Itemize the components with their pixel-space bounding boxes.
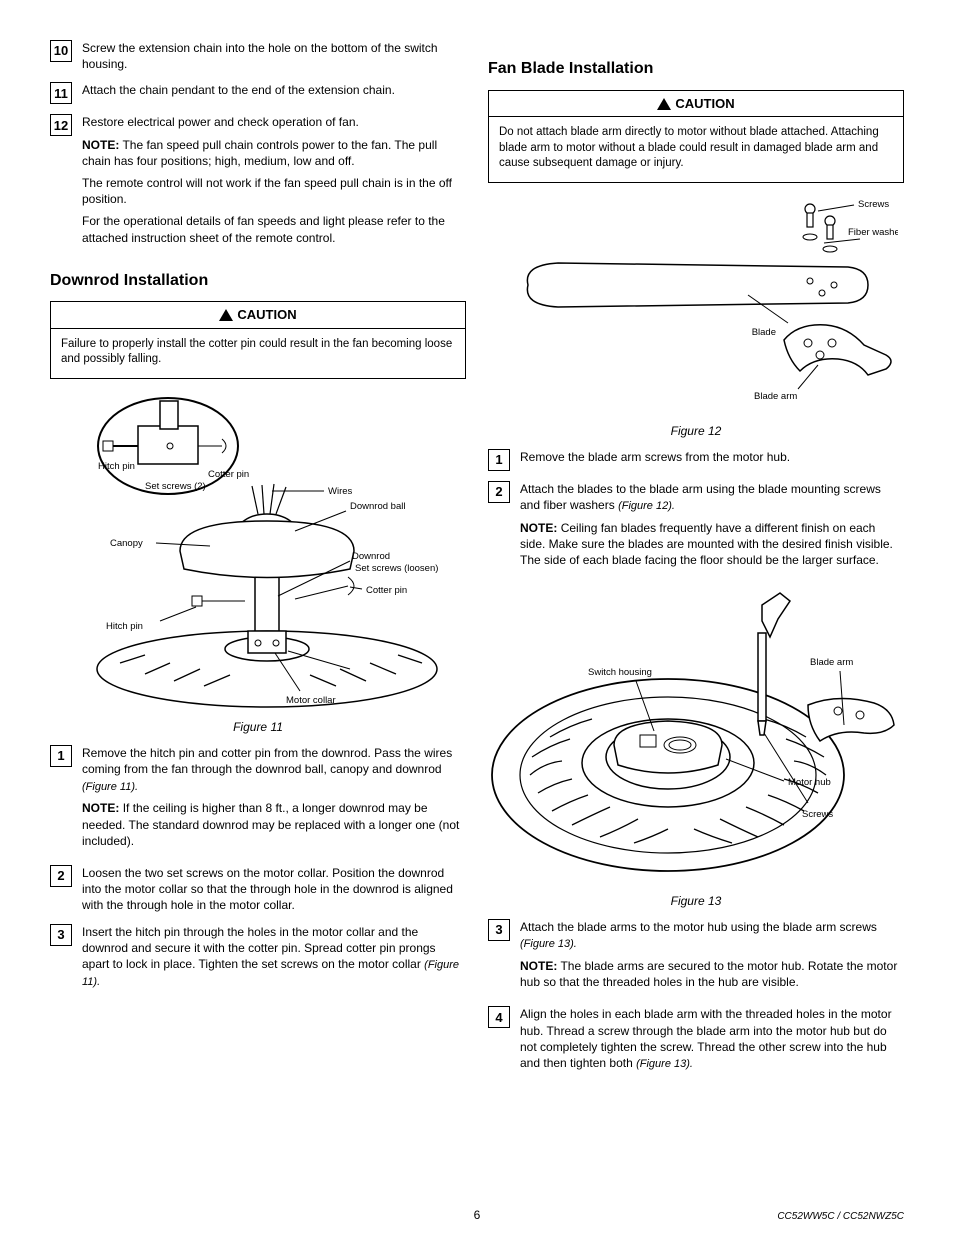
- caution-1-header: CAUTION: [51, 302, 465, 329]
- label-set-screws-loosen: Set screws (loosen): [355, 563, 438, 574]
- step-b3-body: Attach the blade arms to the motor hub u…: [520, 919, 904, 996]
- label-downrod-ball: Downrod ball: [350, 501, 405, 512]
- step-d1-figref: (Figure 11).: [82, 781, 138, 793]
- step-b3-figref: (Figure 13).: [520, 938, 577, 950]
- label-canopy: Canopy: [110, 538, 143, 549]
- label-cotter-pin-2: Cotter pin: [366, 585, 407, 596]
- step-b1-num: 1: [488, 449, 510, 471]
- caution-box-2: CAUTION Do not attach blade arm directly…: [488, 90, 904, 183]
- step-12: 12 Restore electrical power and check op…: [50, 114, 466, 251]
- step-number-11: 11: [50, 82, 72, 104]
- heading-blades: Fan Blade Installation: [488, 58, 904, 80]
- step-d1-num: 1: [50, 745, 72, 767]
- step-11: 11 Attach the chain pendant to the end o…: [50, 82, 466, 104]
- label-blade-arm: Blade arm: [754, 391, 797, 402]
- step-b2: 2 Attach the blades to the blade arm usi…: [488, 481, 904, 575]
- step-12-para3: For the operational details of fan speed…: [82, 213, 466, 245]
- figure-11: Hitch pin Set screws (2) Cotter pin: [50, 391, 466, 735]
- note-label: NOTE:: [82, 801, 119, 815]
- step-b4-text: Align the holes in each blade arm with t…: [520, 1007, 892, 1070]
- step-b2-text: Attach the blades to the blade arm using…: [520, 482, 881, 512]
- label-set-screws-2: Set screws (2): [145, 481, 206, 492]
- step-b3-text: Attach the blade arms to the motor hub u…: [520, 920, 877, 934]
- step-b3-note: The blade arms are secured to the motor …: [520, 959, 897, 989]
- step-number-12: 12: [50, 114, 72, 136]
- heading-downrod: Downrod Installation: [50, 270, 466, 292]
- model-number: CC52WW5C / CC52NWZ5C: [777, 1210, 904, 1224]
- step-b2-body: Attach the blades to the blade arm using…: [520, 481, 904, 575]
- note-label: NOTE:: [82, 138, 119, 152]
- step-d3-num: 3: [50, 924, 72, 946]
- label-blade: Blade: [752, 327, 776, 338]
- label-downrod: Downrod: [352, 551, 390, 562]
- note-label: NOTE:: [520, 521, 557, 535]
- label-switch-housing: Switch housing: [588, 667, 652, 678]
- label-screws-top: Screws: [858, 199, 889, 210]
- step-d3-text: Insert the hitch pin through the holes i…: [82, 925, 436, 971]
- caution-2-body: Do not attach blade arm directly to moto…: [489, 117, 903, 182]
- step-b4-body: Align the holes in each blade arm with t…: [520, 1006, 904, 1071]
- label-screws: Screws: [802, 809, 833, 820]
- figure-12: Screws Fiber washers Blade Blade arm Fig…: [488, 195, 904, 439]
- step-number-10: 10: [50, 40, 72, 62]
- step-b1: 1 Remove the blade arm screws from the m…: [488, 449, 904, 471]
- label-motor-hub: Motor hub: [788, 777, 831, 788]
- step-b2-figref: (Figure 12).: [618, 500, 675, 512]
- caution-2-title: CAUTION: [675, 96, 734, 111]
- step-b3: 3 Attach the blade arms to the motor hub…: [488, 919, 904, 996]
- step-d2-num: 2: [50, 865, 72, 887]
- step-d1-text: Remove the hitch pin and cotter pin from…: [82, 746, 452, 776]
- label-wires: Wires: [328, 486, 353, 497]
- step-10: 10 Screw the extension chain into the ho…: [50, 40, 466, 72]
- step-12-text: Restore electrical power and check opera…: [82, 114, 466, 130]
- note-label: NOTE:: [520, 959, 557, 973]
- label-washers: Fiber washers: [848, 227, 898, 238]
- step-12-body: Restore electrical power and check opera…: [82, 114, 466, 251]
- figure-11-svg: Hitch pin Set screws (2) Cotter pin: [50, 391, 460, 711]
- warning-triangle-icon: [657, 98, 671, 110]
- step-b4-figref: (Figure 13).: [636, 1058, 693, 1070]
- label-cotter-pin: Cotter pin: [208, 469, 249, 480]
- figure-12-svg: Screws Fiber washers Blade Blade arm: [488, 195, 898, 415]
- step-b1-text: Remove the blade arm screws from the mot…: [520, 449, 904, 471]
- step-d1-note: If the ceiling is higher than 8 ft., a l…: [82, 801, 459, 847]
- caution-1-body: Failure to properly install the cotter p…: [51, 329, 465, 378]
- caution-2-header: CAUTION: [489, 91, 903, 118]
- step-d2-text: Loosen the two set screws on the motor c…: [82, 865, 466, 914]
- step-d3: 3 Insert the hitch pin through the holes…: [50, 924, 466, 990]
- figure-12-caption: Figure 12: [488, 423, 904, 439]
- note-text: The fan speed pull chain controls power …: [82, 138, 437, 168]
- step-d1: 1 Remove the hitch pin and cotter pin fr…: [50, 745, 466, 855]
- figure-13: Switch housing Motor hub Blade arm Screw…: [488, 585, 904, 909]
- figure-11-caption: Figure 11: [50, 719, 466, 735]
- figure-13-caption: Figure 13: [488, 893, 904, 909]
- step-d2: 2 Loosen the two set screws on the motor…: [50, 865, 466, 914]
- step-d3-body: Insert the hitch pin through the holes i…: [82, 924, 466, 990]
- page-number: 6: [474, 1207, 481, 1223]
- step-12-note: NOTE: The fan speed pull chain controls …: [82, 137, 466, 169]
- step-b2-note: Ceiling fan blades frequently have a dif…: [520, 521, 893, 567]
- step-d1-body: Remove the hitch pin and cotter pin from…: [82, 745, 466, 855]
- step-11-text: Attach the chain pendant to the end of t…: [82, 82, 466, 104]
- step-12-para2: The remote control will not work if the …: [82, 175, 466, 207]
- warning-triangle-icon: [219, 309, 233, 321]
- label-hitch-pin-2: Hitch pin: [106, 621, 143, 632]
- label-blade-arm-2: Blade arm: [810, 657, 853, 668]
- step-b3-num: 3: [488, 919, 510, 941]
- label-hitch-pin: Hitch pin: [98, 461, 135, 472]
- step-b2-num: 2: [488, 481, 510, 503]
- step-b4: 4 Align the holes in each blade arm with…: [488, 1006, 904, 1071]
- step-10-text: Screw the extension chain into the hole …: [82, 40, 466, 72]
- caution-box-1: CAUTION Failure to properly install the …: [50, 301, 466, 379]
- step-b4-num: 4: [488, 1006, 510, 1028]
- caution-1-title: CAUTION: [237, 307, 296, 322]
- label-motor-collar: Motor collar: [286, 695, 336, 706]
- figure-13-svg: Switch housing Motor hub Blade arm Screw…: [488, 585, 898, 885]
